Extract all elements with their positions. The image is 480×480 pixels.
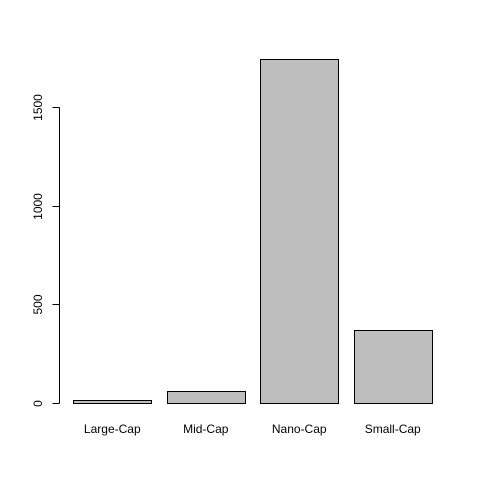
- x-axis-labels: Large-Cap Mid-Cap Nano-Cap Small-Cap: [84, 422, 421, 436]
- x-tick-label-mid-cap: Mid-Cap: [183, 422, 229, 436]
- x-tick-label-large-cap: Large-Cap: [84, 422, 141, 436]
- x-tick-label-small-cap: Small-Cap: [365, 422, 421, 436]
- bar-large-cap: [74, 401, 152, 404]
- y-tick-label: 500: [31, 294, 45, 314]
- y-tick-label: 1000: [31, 193, 45, 220]
- bar-mid-cap: [168, 392, 246, 404]
- y-tick-label: 1500: [31, 94, 45, 121]
- y-tick-label: 0: [31, 400, 45, 407]
- bar-small-cap: [355, 331, 433, 404]
- x-tick-label-nano-cap: Nano-Cap: [272, 422, 327, 436]
- bar-nano-cap: [261, 60, 339, 404]
- bars-group: [74, 60, 433, 404]
- y-axis: 0 500 1000 1500: [31, 94, 60, 407]
